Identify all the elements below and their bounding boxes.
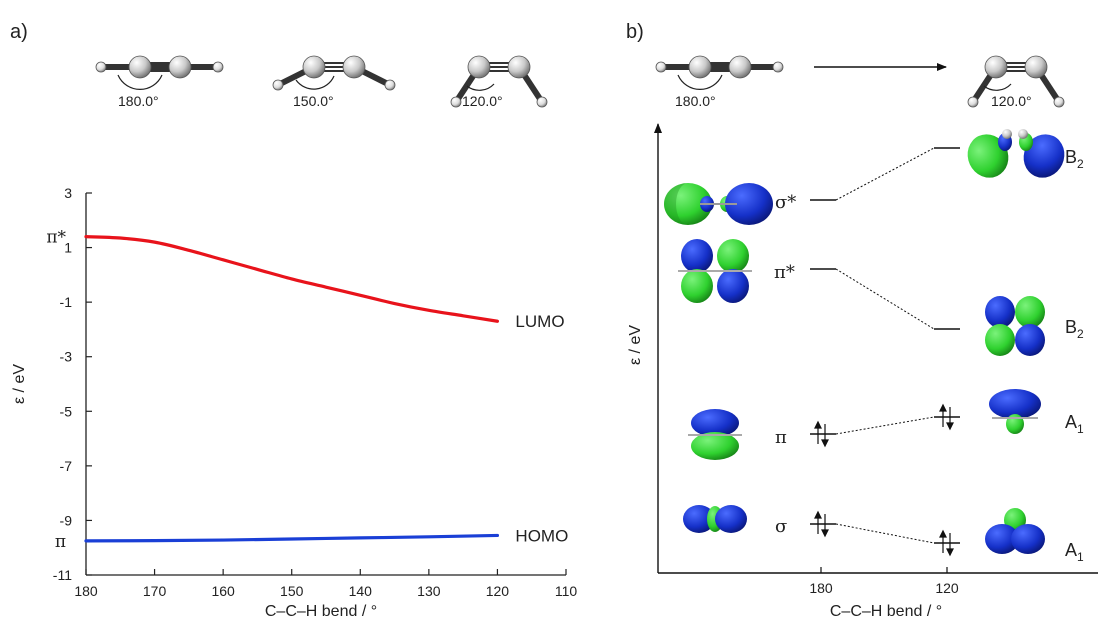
orbital-pi-image (688, 409, 742, 460)
y-tick-label: -1 (60, 294, 73, 310)
y-tick-label: -9 (60, 512, 73, 528)
x-axis-title: C–C–H bend / ° (265, 603, 377, 620)
label-b2-lower: B2 (1065, 317, 1084, 341)
x-tick-label: 180 (74, 583, 98, 599)
x-tick-label: 170 (143, 583, 167, 599)
orbital-sigma-star-image (664, 183, 773, 225)
y-tick-label: -7 (60, 458, 73, 474)
label-b2-upper: B2 (1065, 147, 1084, 171)
series-line-homo (86, 535, 497, 540)
label-pi: π (775, 427, 787, 448)
orbital-a1-lower-image (985, 508, 1045, 554)
x-tick-180: 180 (809, 580, 833, 596)
label-a1-upper: A1 (1065, 412, 1084, 436)
orbital-sigma-image (683, 505, 747, 533)
chart-a: 180 170 160 150 140 130 120 11031-1-3-5-7-9-11 … (11, 185, 577, 620)
correlation-line (836, 417, 934, 434)
bend-axis-title: C–C–H bend / ° (830, 603, 942, 620)
x-tick-label: 120 (486, 583, 510, 599)
orbital-a1-upper-image (989, 389, 1041, 434)
correlation-line (836, 269, 934, 329)
angle-label-180-b: 180.0° (675, 93, 716, 109)
angle-label-120-b: 120.0° (991, 93, 1032, 109)
x-tick-label: 130 (417, 583, 441, 599)
label-sigma-star: σ* (775, 192, 796, 213)
x-tick-label: 140 (349, 583, 373, 599)
y-tick-label: -5 (60, 403, 73, 419)
series-end-label: HOMO (515, 526, 568, 545)
panel-b-label: b) (626, 21, 644, 43)
label-pi-star: π* (774, 262, 795, 283)
orbital-b2-lower-image (985, 296, 1045, 356)
x-tick-label: 160 (211, 583, 235, 599)
orbital-diagram: 180 120 ε / eV C–C–H bend / ° (627, 124, 1098, 620)
angle-label-180: 180.0° (118, 93, 159, 109)
panel-a-label: a) (10, 21, 28, 43)
x-tick-120: 120 (935, 580, 959, 596)
correlation-line (836, 524, 934, 543)
molecule-linear-b (656, 56, 783, 89)
correlation-line (836, 148, 934, 200)
orbital-pi-star-image (678, 239, 752, 303)
series-end-label: LUMO (515, 312, 564, 331)
series-line-lumo (86, 237, 497, 322)
orbital-b2-upper-image (961, 128, 1072, 185)
y-tick-label: 3 (64, 185, 72, 201)
series-start-label: π (55, 532, 66, 552)
energy-axis-title: ε / eV (627, 325, 644, 365)
x-tick-label: 110 (555, 583, 578, 599)
series-start-label: π* (46, 228, 66, 248)
angle-label-150: 150.0° (293, 93, 334, 109)
y-tick-label: -11 (53, 567, 72, 583)
x-tick-label: 150 (280, 583, 304, 599)
molecule-bent-150 (273, 56, 395, 90)
molecule-linear (96, 56, 223, 89)
y-axis-title: ε / eV (11, 364, 28, 404)
label-a1-lower: A1 (1065, 540, 1084, 564)
angle-label-120: 120.0° (462, 93, 503, 109)
angle-arc (467, 84, 494, 90)
label-sigma: σ (775, 516, 787, 537)
y-tick-label: -3 (60, 349, 73, 365)
